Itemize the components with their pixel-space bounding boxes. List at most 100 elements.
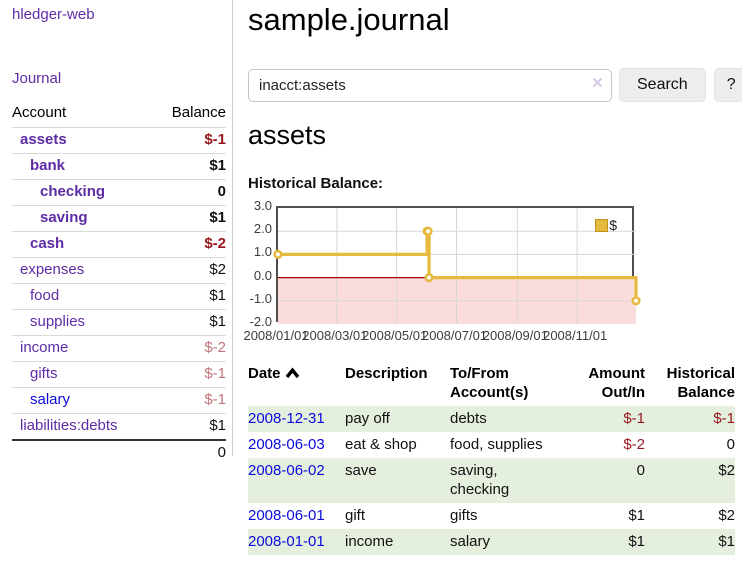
sidebar-total-row: 0 (12, 440, 226, 466)
sidebar-account-row: checking 0 (12, 179, 226, 206)
sidebar-account-balance: $-1 (204, 131, 226, 148)
search-input[interactable] (248, 68, 612, 102)
sidebar-account-row: expenses $2 (12, 257, 226, 284)
tofrom-account-column-header: To/From Account(s) (450, 365, 529, 401)
sidebar-account-link-checking[interactable]: checking (40, 183, 106, 200)
historical-balance-chart: 3.0 2.0 1.0 0.0 -1.0 -2.0 $ 2008/01/01 2008/03… (243, 198, 740, 348)
y-axis-tick-label: 1.0 (253, 244, 272, 260)
sidebar-total-balance: 0 (217, 444, 226, 461)
sidebar-account-link-bank[interactable]: bank (30, 157, 66, 174)
sidebar-account-link-supplies[interactable]: supplies (30, 313, 86, 330)
x-axis: 2008/01/01 2008/03/01 2008/05/01 2008/07/01… (243, 328, 740, 344)
sidebar-account-row: assets $-1 (12, 127, 226, 154)
amount-cell: $1 (628, 533, 645, 550)
date-column-header[interactable]: Date (248, 362, 345, 406)
description-cell: income (345, 533, 394, 550)
transaction-date-link[interactable]: 2008-01-01 (248, 533, 325, 550)
x-axis-tick-label: 2008/01/01 (243, 328, 309, 343)
sidebar-account-balance: 0 (217, 183, 226, 200)
date-cell: 2008-06-01 (248, 503, 345, 529)
date-cell: 2008-06-03 (248, 432, 345, 458)
page-title: sample.journal (248, 2, 450, 37)
y-axis-tick-label: 3.0 (253, 198, 272, 213)
sidebar-account-link-food[interactable]: food (30, 287, 60, 304)
sidebar-account-link-salary[interactable]: salary (30, 391, 71, 408)
chart-heading: Historical Balance: (248, 175, 384, 192)
x-axis-tick-label: 2008/07/01 (421, 328, 488, 343)
sidebar-account-link-gifts[interactable]: gifts (30, 365, 58, 382)
sidebar-accounts-table: Account Balance assets $-1 bank $1 checking 0… (12, 99, 226, 466)
sidebar-account-row: bank $1 (12, 153, 226, 180)
date-cell: 2008-12-31 (248, 406, 345, 432)
balance-cell: 0 (726, 436, 735, 453)
sidebar-account-row: liabilities:debts $1 (12, 413, 226, 441)
sidebar-account-balance: $1 (209, 287, 226, 304)
y-axis-tick-label: -1.0 (249, 290, 272, 306)
chart-plot-area: $ (273, 206, 641, 324)
main-content: sample.journal × Search ? assets Histori… (243, 0, 742, 582)
x-axis-tick-label: 2008/09/01 (482, 328, 548, 343)
balance-cell: $-1 (713, 410, 735, 427)
amount-cell: 0 (636, 462, 645, 479)
y-axis-tick-label: 2.0 (253, 221, 272, 237)
x-axis-tick-label: 2008/05/01 (362, 328, 428, 343)
register-row: 2008-06-03 eat & shop food, supplies $-2 0 (248, 432, 735, 458)
balance-cell: $2 (718, 507, 735, 524)
transaction-date-link[interactable]: 2008-06-02 (248, 462, 325, 479)
clear-search-icon[interactable]: × (591, 72, 603, 94)
balance-cell: $1 (718, 533, 735, 550)
register-row: 2008-01-01 income salary $1 $1 (248, 529, 735, 555)
date-cell: 2008-01-01 (248, 529, 345, 555)
sidebar-account-row: cash $-2 (12, 231, 226, 258)
transaction-date-link[interactable]: 2008-06-01 (248, 507, 325, 524)
transaction-date-link[interactable]: 2008-06-03 (248, 436, 325, 453)
description-column-header: Description (345, 365, 428, 382)
search-bar: × Search ? (248, 68, 742, 102)
sidebar-account-link-income[interactable]: income (20, 339, 69, 356)
y-axis-tick-label: -2.0 (249, 314, 272, 329)
register-table: Date Description To/From Account(s) Amou… (248, 362, 735, 555)
register-row: 2008-06-02 save saving, checking 0 $2 (248, 458, 735, 503)
sidebar-account-balance: $-2 (204, 235, 226, 252)
sidebar-account-row: saving $1 (12, 205, 226, 232)
register-row: 2008-06-01 gift gifts $1 $2 (248, 503, 735, 529)
transaction-date-link[interactable]: 2008-12-31 (248, 410, 325, 427)
amount-cell: $1 (628, 507, 645, 524)
description-cell: pay off (345, 410, 390, 427)
search-button[interactable]: Search (619, 68, 706, 102)
sidebar-account-balance: $-1 (204, 391, 226, 408)
y-axis-tick-label: 0.0 (253, 267, 272, 283)
balance-cell: $2 (718, 462, 735, 479)
sidebar-account-link-cash[interactable]: cash (30, 235, 65, 252)
historical-balance-column-header: Historical Balance (666, 365, 735, 401)
sidebar-account-column-header: Account (12, 104, 67, 121)
sidebar-balance-column-header: Balance (171, 104, 226, 121)
sidebar-account-balance: $2 (209, 261, 226, 278)
sidebar-account-balance: $1 (209, 157, 226, 174)
sidebar-account-balance: $1 (209, 417, 226, 434)
amount-cell: $-1 (623, 410, 645, 427)
sidebar-table-header-row: Account Balance (12, 99, 226, 128)
sidebar-account-link-liabilities-debts[interactable]: liabilities:debts (20, 417, 118, 434)
help-button[interactable]: ? (713, 68, 742, 102)
sidebar-account-link-saving[interactable]: saving (40, 209, 88, 226)
sidebar-account-link-expenses[interactable]: expenses (20, 261, 85, 278)
account-cell: saving, checking (450, 462, 510, 498)
date-cell: 2008-06-02 (248, 458, 345, 503)
account-cell: gifts (450, 507, 478, 524)
nav-journal-link[interactable]: Journal (12, 70, 62, 87)
sidebar-account-row: supplies $1 (12, 309, 226, 336)
legend-label: $ (609, 217, 617, 233)
sidebar-account-balance: $-1 (204, 365, 226, 382)
legend-swatch-icon (595, 218, 609, 232)
amount-cell: $-2 (623, 436, 645, 453)
sidebar-account-link-assets[interactable]: assets (20, 131, 67, 148)
sidebar: hledger-web Journal Account Balance asse… (0, 0, 233, 461)
register-header-row: Date Description To/From Account(s) Amou… (248, 362, 735, 406)
register-row: 2008-12-31 pay off debts $-1 $-1 (248, 406, 735, 432)
description-cell: gift (345, 507, 366, 524)
brand-link[interactable]: hledger-web (12, 6, 95, 23)
sidebar-account-balance: $1 (209, 209, 226, 226)
chart-legend: $ (595, 217, 617, 233)
sidebar-account-balance: $1 (209, 313, 226, 330)
